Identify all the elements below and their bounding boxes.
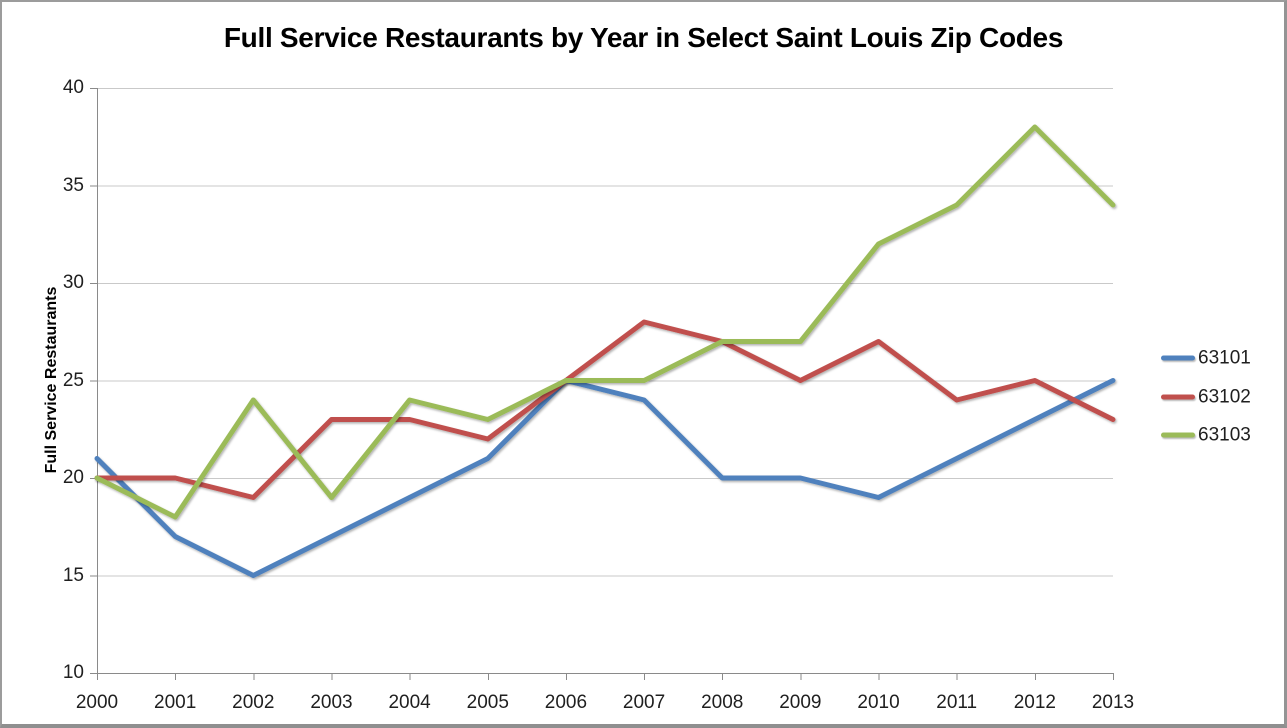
y-tick-label: 10 (62, 662, 84, 684)
x-tick-label: 2003 (310, 692, 353, 713)
x-tick-label: 2009 (779, 692, 822, 713)
series-line-63101 (94, 378, 1116, 578)
tick-marks (90, 88, 1114, 680)
y-tick-label: 25 (62, 369, 84, 391)
y-tick-label: 40 (62, 77, 84, 99)
x-tick-label: 2008 (701, 692, 744, 713)
x-tick-label: 2001 (154, 692, 197, 713)
series-line-63103 (94, 124, 1116, 520)
x-tick-label: 2011 (936, 692, 978, 713)
x-tick-label: 2005 (466, 692, 509, 713)
gridlines (97, 88, 1113, 577)
y-tick-label: 15 (62, 564, 84, 586)
y-tick-label: 20 (62, 467, 84, 489)
y-tick-label: 35 (62, 174, 84, 196)
chart-title: Full Service Restaurants by Year in Sele… (223, 22, 1064, 53)
x-tick-label: 2006 (544, 692, 588, 713)
x-tick-label: 2000 (75, 692, 119, 713)
x-tick-label: 2012 (1013, 692, 1056, 713)
x-tick-label: 2013 (1091, 692, 1135, 713)
x-tick-label: 2007 (622, 692, 666, 713)
x-tick-label: 2002 (232, 692, 275, 713)
x-tick-label: 2004 (388, 692, 431, 713)
series-line-63102 (94, 319, 1116, 500)
y-tick-label: 30 (62, 272, 84, 294)
x-tick-label: 2010 (857, 692, 900, 713)
